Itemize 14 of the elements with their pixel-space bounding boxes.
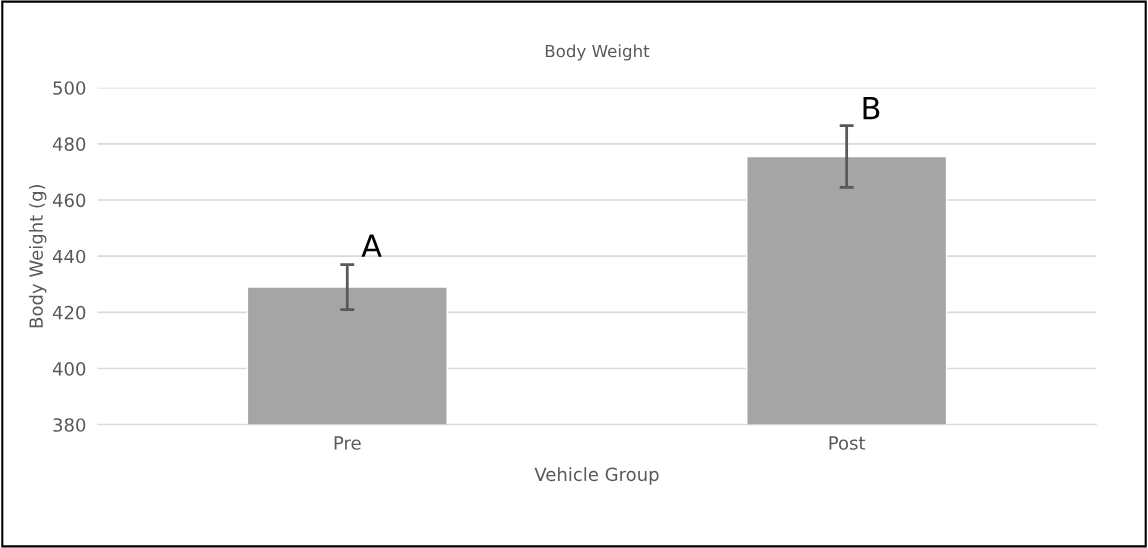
y-tick-label: 480 <box>52 137 86 151</box>
annotation: B <box>863 96 880 120</box>
y-axis-title: Body Weight (g) <box>28 184 47 328</box>
y-tick-label: 380 <box>53 418 86 432</box>
y-tick-label: 460 <box>52 193 86 208</box>
y-tick-label: 440 <box>52 249 86 264</box>
y-tick-label: 400 <box>52 361 86 376</box>
x-tick-label: Post <box>829 436 866 450</box>
chart-title: Body Weight <box>545 44 650 61</box>
y-tick-label: 500 <box>53 81 86 95</box>
annotation: A <box>361 234 382 257</box>
y-tick-label: 420 <box>52 305 86 320</box>
x-axis-title: Vehicle Group <box>534 467 659 485</box>
x-tick-label: Pre <box>334 436 361 450</box>
